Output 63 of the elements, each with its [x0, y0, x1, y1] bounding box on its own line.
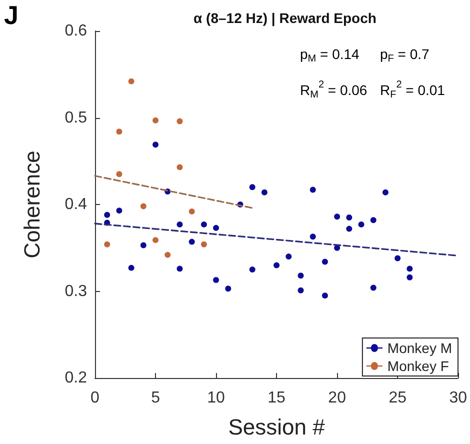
x-tick-label: 0 — [90, 390, 100, 406]
point — [176, 221, 183, 228]
x-axis-title: Session # — [228, 414, 326, 440]
point — [370, 217, 376, 224]
point — [152, 142, 159, 148]
point — [298, 287, 304, 294]
y-tick-label: 0.3 — [64, 282, 88, 300]
x-tick-label: 30 — [449, 390, 468, 406]
x-tick-label: 25 — [388, 390, 407, 406]
point — [213, 276, 220, 283]
point — [128, 264, 134, 271]
point — [322, 258, 328, 265]
x-tick-label: 10 — [207, 390, 226, 406]
legend-label: Monkey M — [387, 340, 452, 356]
point — [274, 262, 280, 268]
point — [394, 255, 401, 262]
point — [116, 208, 122, 214]
x-tick-label: 5 — [151, 390, 160, 406]
point — [225, 286, 232, 292]
point — [104, 241, 110, 248]
point — [164, 252, 171, 258]
point — [213, 224, 220, 231]
point — [152, 117, 159, 124]
point — [322, 292, 328, 299]
point — [334, 214, 340, 220]
point — [176, 118, 183, 124]
point — [358, 221, 364, 228]
point — [261, 189, 268, 196]
point — [200, 241, 207, 248]
point — [249, 184, 256, 190]
legend-label: Monkey F — [387, 358, 449, 374]
point — [370, 284, 376, 291]
y-axis-title: Coherence — [20, 150, 44, 258]
text: J — [4, 0, 18, 30]
point — [200, 221, 207, 228]
point — [128, 78, 134, 84]
point — [346, 214, 352, 221]
point — [406, 274, 413, 280]
y-tick-label: 0.5 — [64, 109, 88, 126]
point — [140, 203, 146, 210]
y-tick-label: 0.6 — [64, 22, 88, 40]
point — [188, 208, 195, 214]
point — [286, 254, 292, 260]
point — [298, 272, 304, 279]
y-tick-label: 0.2 — [64, 370, 88, 386]
x-tick-label: 15 — [268, 390, 286, 406]
point — [406, 266, 413, 272]
point — [310, 234, 316, 240]
point — [140, 242, 146, 248]
point — [176, 266, 183, 272]
point — [116, 171, 122, 178]
point — [176, 164, 183, 170]
point — [382, 189, 388, 196]
y-tick-label: 0.4 — [64, 196, 88, 213]
point — [249, 266, 256, 273]
point — [152, 237, 159, 244]
point — [116, 128, 122, 135]
point — [310, 186, 316, 193]
chart-title: α (8–12 Hz) | Reward Epoch — [194, 10, 376, 27]
point — [104, 212, 110, 218]
x-tick-label: 20 — [328, 390, 346, 406]
point — [346, 226, 352, 232]
point — [188, 238, 195, 245]
